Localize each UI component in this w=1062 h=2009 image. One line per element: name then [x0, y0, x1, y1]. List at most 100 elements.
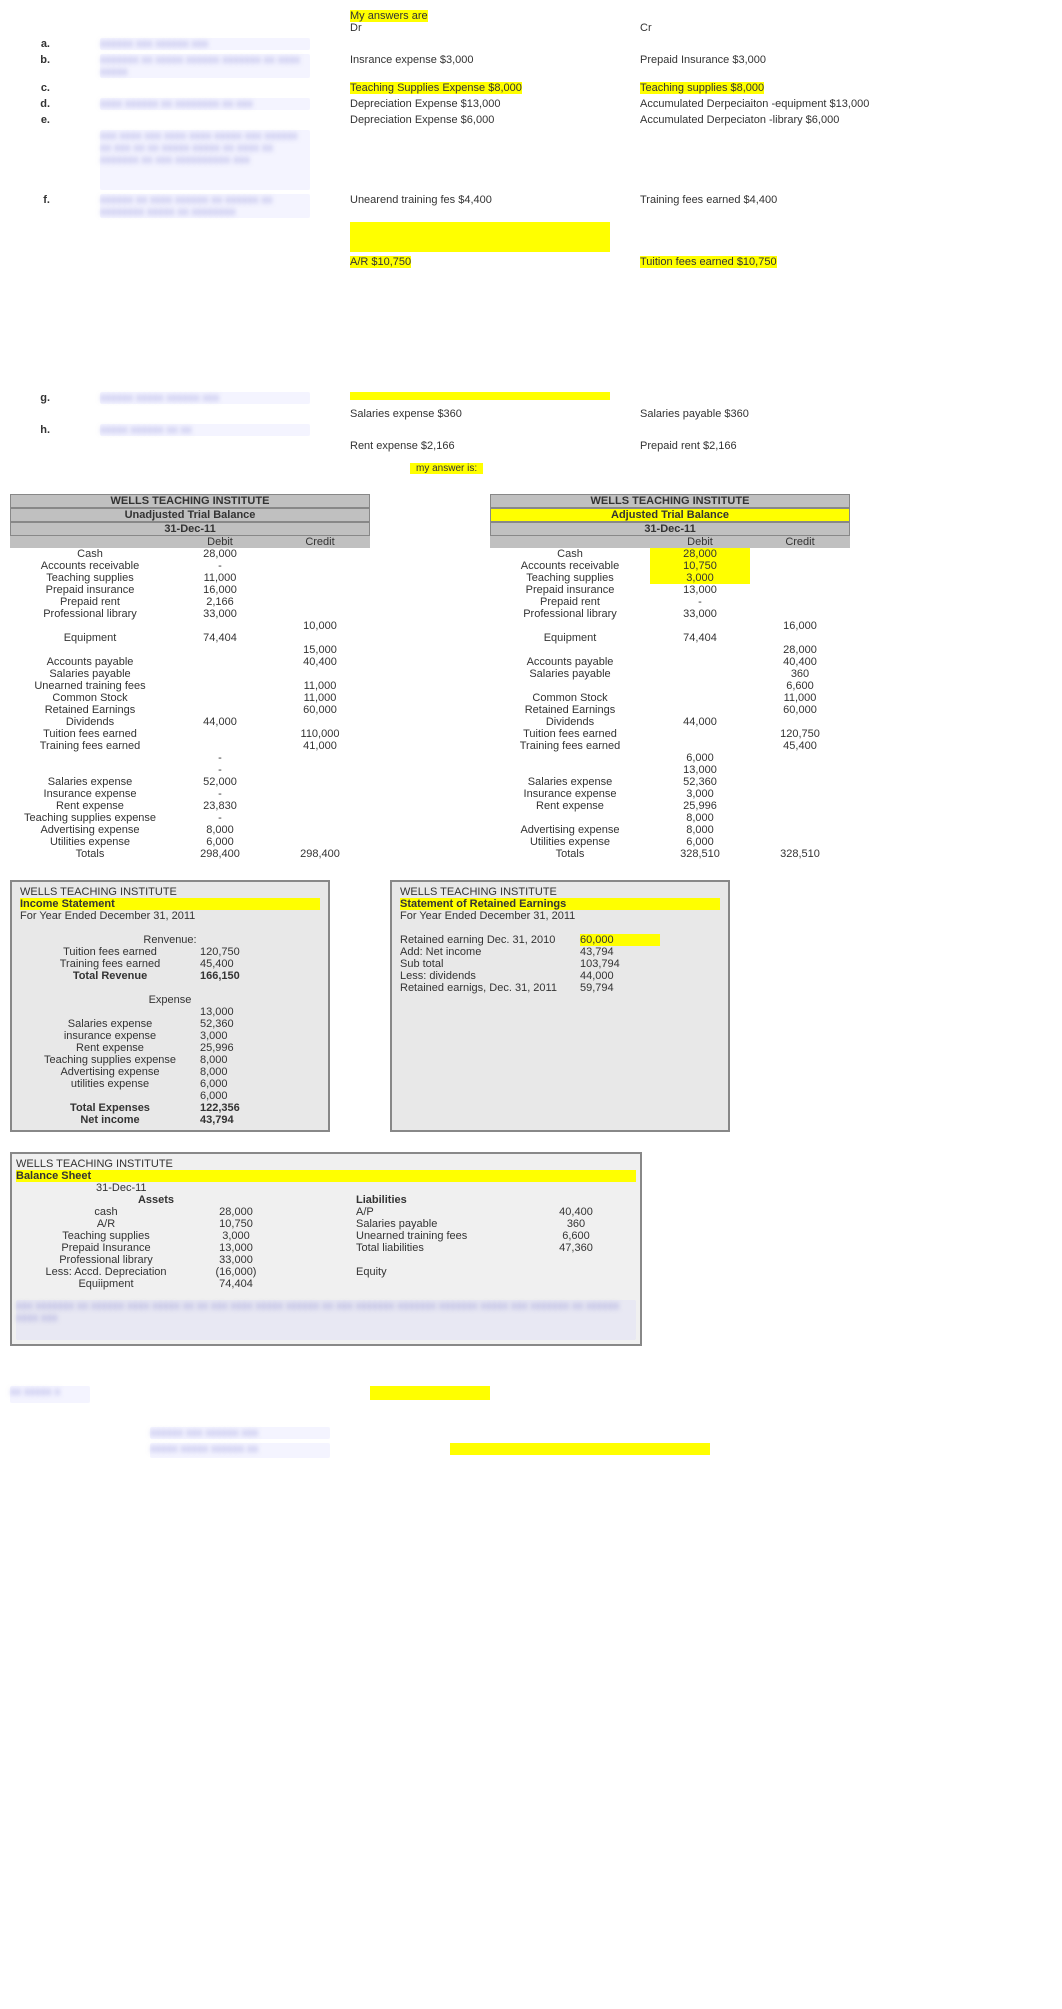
tb-debit: 298,400 [170, 848, 270, 860]
tb-credit [750, 608, 850, 620]
tb-credit [750, 812, 850, 824]
tb-debit: 33,000 [650, 608, 750, 620]
tb-label: Accounts receivable [490, 560, 650, 572]
tb-label: Common Stock [10, 692, 170, 704]
total-rev-v: 166,150 [200, 970, 280, 982]
tb-debit: 44,000 [650, 716, 750, 728]
stmt-label: Sub total [400, 958, 580, 970]
tb-credit: 11,000 [750, 692, 850, 704]
bs-label: Total liabilities [356, 1242, 536, 1254]
stmt-label: Retained earning Dec. 31, 2010 [400, 934, 580, 946]
bs-label: A/R [16, 1218, 196, 1230]
tb-credit: 45,400 [750, 740, 850, 752]
tb-credit [270, 668, 370, 680]
dr-label: Dr [350, 22, 362, 34]
tb-label: Salaries payable [10, 668, 170, 680]
stmt-val: 8,000 [200, 1066, 280, 1078]
tb-debit [650, 668, 750, 680]
tb-row: Dividends44,000 [10, 716, 370, 728]
bs-val: 360 [536, 1218, 616, 1230]
tb-label: Dividends [10, 716, 170, 728]
stmt-row: Salaries expense52,360 [20, 1018, 320, 1030]
tb-label [490, 680, 650, 692]
dr-depr-lib: Depreciation Expense $6,000 [350, 114, 600, 126]
bs-row: Unearned training fees6,600 [356, 1230, 636, 1242]
tb-label: Common Stock [490, 692, 650, 704]
bs-label: A/P [356, 1206, 536, 1218]
stmt-val: 59,794 [580, 982, 660, 994]
tb-debit [170, 644, 270, 656]
equity-h: Equity [356, 1266, 636, 1278]
bs-val: 13,000 [196, 1242, 276, 1254]
entry-h2: Rent expense $2,166 Prepaid rent $2,166 [10, 440, 1062, 452]
stmt-val: 8,000 [200, 1054, 280, 1066]
tb-label: Accounts payable [10, 656, 170, 668]
entry-e-blur: xxx xxxx xxx xxxx xxxx xxxxx xxx xxxxxx … [10, 130, 1062, 190]
part2-label: xx xxxxx x [10, 1386, 90, 1403]
tb-row: Cash28,000 [10, 548, 370, 560]
tb-row: Accounts payable 40,400 [10, 656, 370, 668]
tb-row: Salaries expense52,360 [490, 776, 850, 788]
tb-label: Teaching supplies [490, 572, 650, 584]
tb-debit: - [170, 812, 270, 824]
cr-insurance: Prepaid Insurance $3,000 [640, 54, 920, 78]
stmt-val: 43,794 [580, 946, 660, 958]
ret-title: WELLS TEACHING INSTITUTE [400, 886, 720, 898]
inc-subtitle: Income Statement [20, 898, 320, 910]
tb-credit [270, 584, 370, 596]
assets-col: Assets cash28,000A/R10,750Teaching suppl… [16, 1194, 296, 1290]
total-exp-v: 122,356 [200, 1102, 280, 1114]
bs-label: Prepaid Insurance [16, 1242, 196, 1254]
tb-debit [650, 644, 750, 656]
tb-debit: 44,000 [170, 716, 270, 728]
tb-credit [270, 824, 370, 836]
question-g: xxxxxx xxxxx xxxxxx xxx [100, 392, 310, 404]
tb-debit [650, 728, 750, 740]
tb-debit: 6,000 [170, 836, 270, 848]
bs-val: 10,750 [196, 1218, 276, 1230]
stmt-label: Less: dividends [400, 970, 580, 982]
tb-row: Teaching supplies11,000 [10, 572, 370, 584]
bs-val: 40,400 [536, 1206, 616, 1218]
adj-credit-h: Credit [750, 536, 850, 548]
tb-label: Salaries expense [490, 776, 650, 788]
tb-debit [170, 656, 270, 668]
tb-row: Accounts payable40,400 [490, 656, 850, 668]
tb-row: Prepaid insurance16,000 [10, 584, 370, 596]
stmt-val: 60,000 [580, 934, 660, 946]
tb-debit: 8,000 [170, 824, 270, 836]
yellow-strip-bottom2 [450, 1443, 710, 1455]
exp-header: Expense [20, 994, 320, 1006]
tb-debit: 33,000 [170, 608, 270, 620]
tb-credit: 40,400 [270, 656, 370, 668]
tb-credit [270, 776, 370, 788]
inc-period: For Year Ended December 31, 2011 [20, 910, 320, 922]
header-row: My answers are Dr Cr [10, 10, 1062, 34]
entry-h: h. xxxxx xxxxxx xx xx [10, 424, 1062, 436]
stmt-val: 45,400 [200, 958, 280, 970]
tb-credit [750, 836, 850, 848]
tb-row: 10,000 [10, 620, 370, 632]
stmt-label: Advertising expense [20, 1066, 200, 1078]
tb-debit: 11,000 [170, 572, 270, 584]
tb-row: Cash28,000 [490, 548, 850, 560]
cr-training-fees: Training fees earned $4,400 [640, 194, 920, 218]
bs-row: A/P40,400 [356, 1206, 636, 1218]
tb-credit [270, 596, 370, 608]
tb-debit: 8,000 [650, 824, 750, 836]
tb-debit [650, 692, 750, 704]
entry-f: f. xxxxxx xx xxxx xxxxxx xx xxxxxx xx xx… [10, 194, 1062, 218]
stmt-val: 25,996 [200, 1042, 280, 1054]
tb-credit [270, 812, 370, 824]
dr-insurance: Insrance expense $3,000 [350, 54, 600, 78]
tb-label: Totals [490, 848, 650, 860]
question-h: xxxxx xxxxxx xx xx [100, 424, 310, 436]
tb-debit: 328,510 [650, 848, 750, 860]
question-b: xxxxxxx xx xxxxx xxxxxx xxxxxxx xx xxxx … [100, 54, 310, 78]
rev-header: Renvenue: [20, 934, 320, 946]
entry-d: d. xxxx xxxxxx xx xxxxxxxx xx xxx Deprec… [10, 98, 1062, 110]
tb-row: Prepaid rent- [490, 596, 850, 608]
bs-label: cash [16, 1206, 196, 1218]
tb-debit [650, 680, 750, 692]
tb-debit [170, 680, 270, 692]
